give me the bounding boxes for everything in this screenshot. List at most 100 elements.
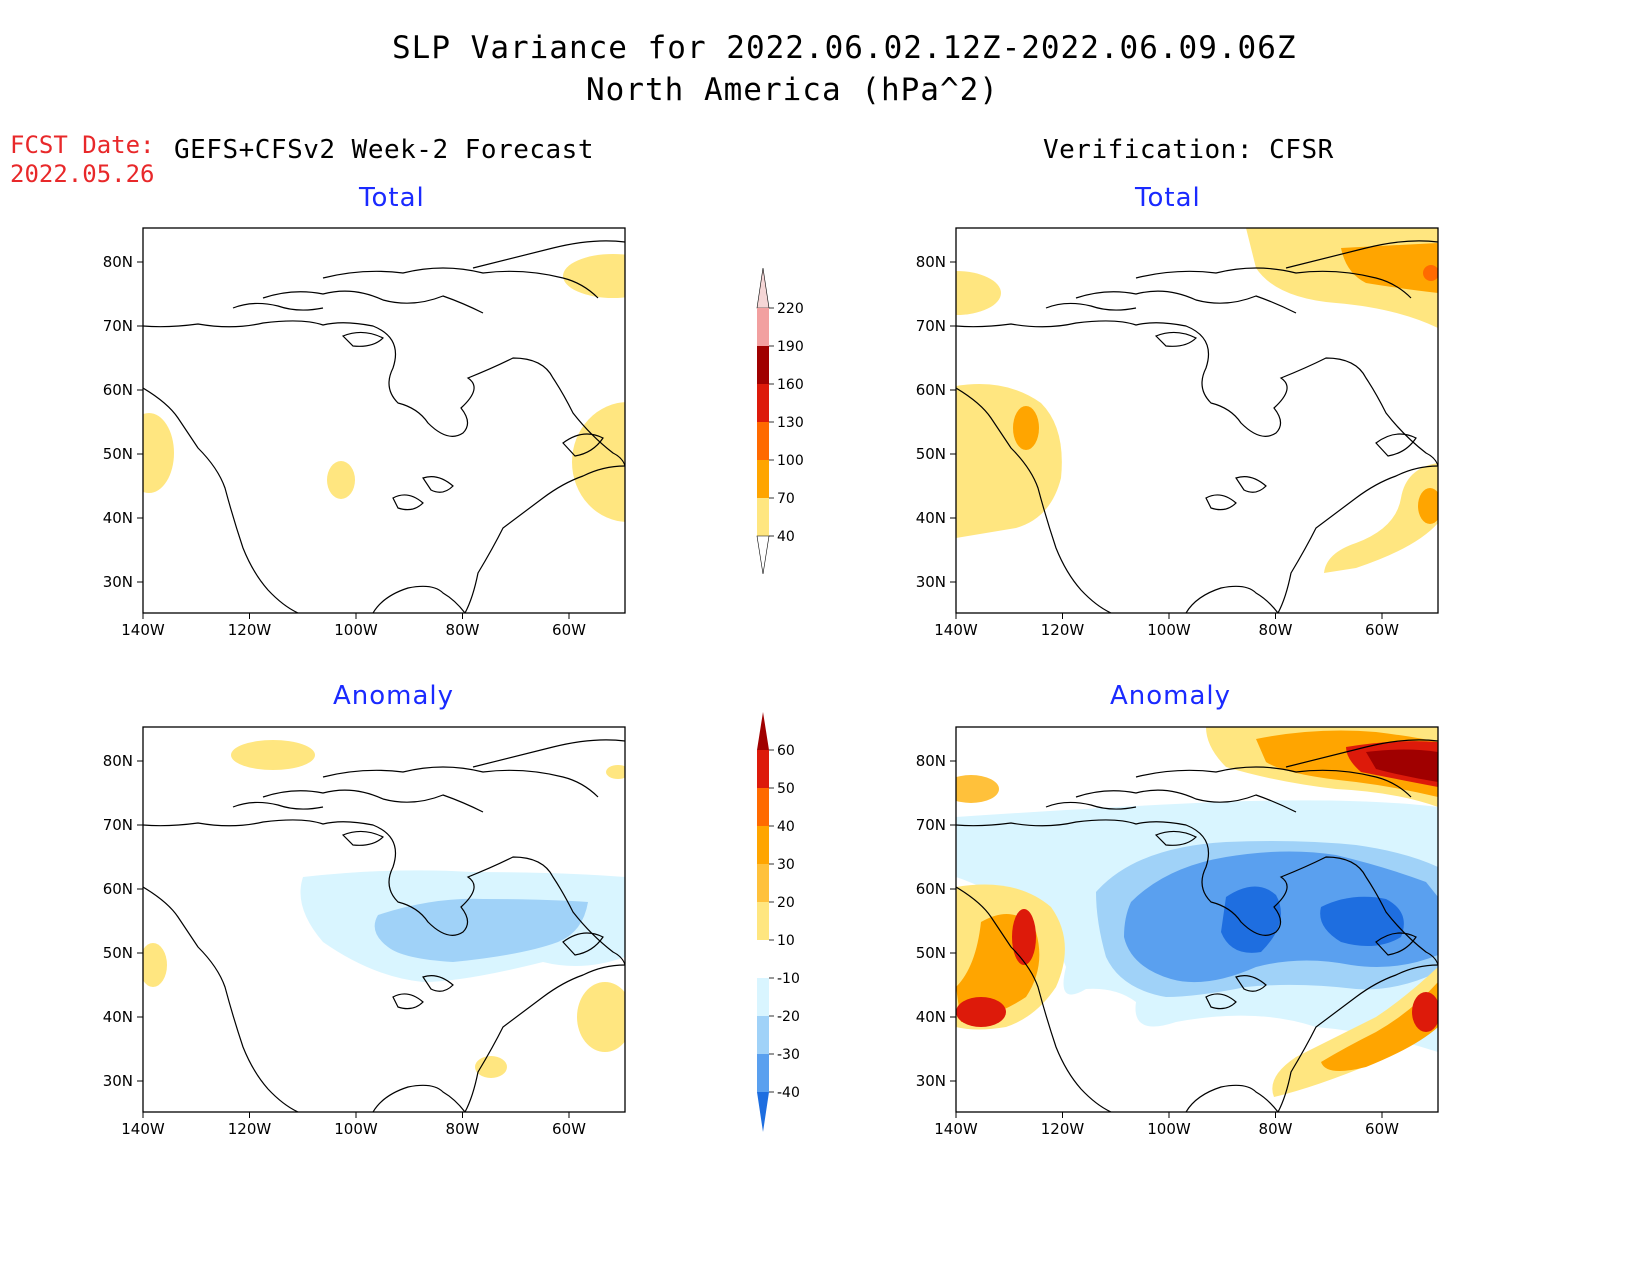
anomaly-colorbar-label-4: 20 <box>777 895 795 911</box>
total-colorbar-bottom-triangle <box>756 535 770 575</box>
forecast-total-background <box>143 228 625 613</box>
total-colorbar-top-triangle <box>756 267 770 309</box>
anomaly-colorbar-segment-8 <box>757 1016 769 1054</box>
verification-anomaly-contour-region-15 <box>1272 967 1438 1097</box>
forecast-total-lon-label-3: 80W <box>446 621 480 639</box>
anomaly-colorbar-bottom-triangle <box>757 1092 769 1132</box>
verification-anomaly-frame <box>955 726 1439 1113</box>
anomaly-colorbar-segment-1 <box>757 750 769 788</box>
verification-anomaly-contour-region-14 <box>956 997 1006 1027</box>
forecast-total-lon-label-0: 140W <box>121 621 165 639</box>
anomaly-colorbar-label-9: -40 <box>777 1085 800 1101</box>
anomaly-colorbar-label-0: 60 <box>777 743 795 759</box>
forecast-anomaly-coastline-6 <box>232 801 324 810</box>
anomaly-colorbar-label-3: 30 <box>777 857 795 873</box>
forecast-total-lat-label-5: 30N <box>103 573 133 591</box>
forecast-total-coastline-3 <box>464 465 625 613</box>
anomaly-colorbar-segment-7 <box>757 978 769 1016</box>
total-colorbar-label-5: 70 <box>777 491 795 507</box>
forecast-anomaly-lon-label-0: 140W <box>121 1120 165 1138</box>
verification-total-lat-label-2: 60N <box>916 381 946 399</box>
anomaly-colorbar-segment-6 <box>757 940 769 978</box>
anomaly-colorbar: 60 50 40 30 20 10 -10 -20 -30 -40 <box>757 712 800 1132</box>
verification-anomaly-contour-region-4 <box>1221 886 1281 953</box>
forecast-anomaly-coastline-0 <box>143 819 625 966</box>
forecast-total-coastline-4 <box>322 240 625 299</box>
forecast-anomaly-coastlines <box>143 739 625 1112</box>
total-colorbar-segment-0 <box>757 308 769 346</box>
forecast-total-lat-label-4: 40N <box>103 509 133 527</box>
verification-total-lat-label-1: 70N <box>916 317 946 335</box>
verification-anomaly-coastline-9 <box>1205 993 1237 1010</box>
verification-total-contour-region-3 <box>956 271 1001 315</box>
forecast-anomaly-coastline-4 <box>322 739 625 798</box>
forecast-anomaly-coastline-3 <box>464 964 625 1112</box>
verification-anomaly-lon-label-0: 140W <box>934 1120 978 1138</box>
main-title: SLP Variance for 2022.06.02.12Z-2022.06.… <box>392 30 1297 66</box>
forecast-header: GEFS+CFSv2 Week-2 Forecast <box>174 135 594 165</box>
verification-total-coastline-4 <box>1135 240 1438 299</box>
forecast-anomaly-contour-region-0 <box>231 740 315 770</box>
forecast-total-lon-label-4: 60W <box>552 621 586 639</box>
verification-total-coastline-5 <box>1075 290 1297 314</box>
anomaly-colorbar-segment-2 <box>757 788 769 826</box>
forecast-total-lat-label-0: 80N <box>103 253 133 271</box>
verification-anomaly-coastline-6 <box>1045 801 1137 810</box>
main-subtitle: North America (hPa^2) <box>586 72 999 108</box>
forecast-anomaly-title: Anomaly <box>333 681 455 711</box>
total-colorbar-label-1: 190 <box>777 339 804 355</box>
total-colorbar-segment-1 <box>757 346 769 384</box>
fcst-date-label: FCST Date: <box>10 131 155 159</box>
verification-anomaly-lat-label-0: 80N <box>916 752 946 770</box>
forecast-total-coastline-6 <box>232 302 324 311</box>
forecast-anomaly-coastline-10 <box>562 932 604 956</box>
forecast-anomaly-lon-label-3: 80W <box>446 1120 480 1138</box>
verification-anomaly-coastline-0 <box>956 819 1438 966</box>
anomaly-colorbar-label-6: -10 <box>777 971 800 987</box>
anomaly-colorbar-label-8: -30 <box>777 1047 800 1063</box>
verification-total-coastlines <box>956 240 1438 613</box>
verification-anomaly-lon-label-3: 80W <box>1259 1120 1293 1138</box>
verification-total-coastline-1 <box>956 387 1112 613</box>
forecast-anomaly-lon-label-2: 100W <box>334 1120 378 1138</box>
forecast-total-coastline-8 <box>422 476 454 493</box>
anomaly-colorbar-label-1: 50 <box>777 781 795 797</box>
verification-total-lat-label-3: 50N <box>916 445 946 463</box>
verification-anomaly-map: 140W 120W 100W 80W 60W 80N 70N 60N 50N 40N 30N <box>916 726 1439 1138</box>
forecast-anomaly-contour-region-2 <box>143 943 167 987</box>
forecast-total-lon-label-2: 100W <box>334 621 378 639</box>
verification-anomaly-contour-region-17 <box>1412 992 1438 1032</box>
verification-anomaly-coastline-10 <box>1375 932 1417 956</box>
forecast-anomaly-coastline-8 <box>422 975 454 992</box>
forecast-total-coastlines <box>143 240 625 613</box>
forecast-total-coastline-2 <box>372 585 466 613</box>
verification-anomaly-lat-label-3: 50N <box>916 944 946 962</box>
forecast-anomaly-coastline-2 <box>372 1084 466 1112</box>
total-colorbar-segment-4 <box>757 460 769 498</box>
total-colorbar-label-6: 40 <box>777 529 795 545</box>
verification-total-lat-label-0: 80N <box>916 253 946 271</box>
forecast-total-coastline-0 <box>143 320 625 467</box>
forecast-anomaly-contour-region-5 <box>577 982 625 1052</box>
forecast-anomaly-contour-region-6 <box>475 1056 507 1078</box>
verification-anomaly-lat-label-5: 30N <box>916 1072 946 1090</box>
forecast-anomaly-lat-label-4: 40N <box>103 1008 133 1026</box>
forecast-total-coastline-10 <box>562 433 604 457</box>
verification-total-coastline-7 <box>1154 331 1198 347</box>
forecast-anomaly-contour-region-4 <box>374 898 588 962</box>
forecast-total-map: 140W 120W 100W 80W 60W 80N 70N 60N 50N 40N 30N <box>103 227 626 639</box>
forecast-total-coastline-5 <box>262 290 484 314</box>
forecast-total-contour-region-1 <box>143 413 174 493</box>
forecast-anomaly-lon-label-4: 60W <box>552 1120 586 1138</box>
forecast-anomaly-map: 140W 120W 100W 80W 60W 80N 70N 60N 50N 40N 30N <box>103 726 626 1138</box>
verification-total-lat-label-5: 30N <box>916 573 946 591</box>
forecast-total-frame <box>142 227 626 614</box>
anomaly-colorbar-label-2: 40 <box>777 819 795 835</box>
anomaly-colorbar-segment-5 <box>757 902 769 940</box>
verification-anomaly-coastline-7 <box>1154 830 1198 846</box>
verification-anomaly-lat-label-4: 40N <box>916 1008 946 1026</box>
anomaly-colorbar-segment-3 <box>757 826 769 864</box>
forecast-total-contour-region-2 <box>327 461 355 499</box>
total-colorbar-label-4: 100 <box>777 453 804 469</box>
anomaly-colorbar-segment-9 <box>757 1054 769 1092</box>
